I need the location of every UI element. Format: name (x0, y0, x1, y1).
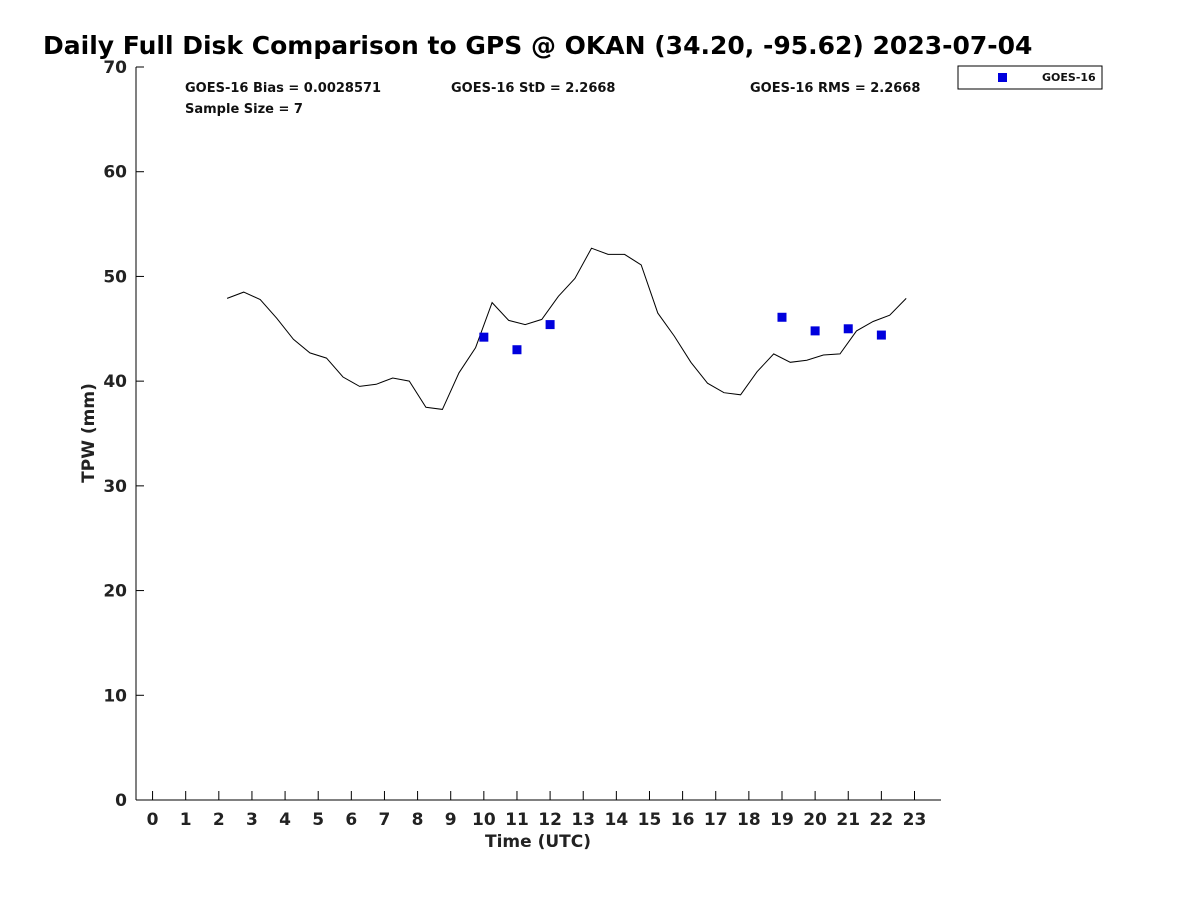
y-tick-label: 50 (103, 267, 127, 287)
goes16-point (777, 312, 787, 322)
goes16-point (479, 332, 489, 342)
legend-label-goes16: GOES-16 (1042, 71, 1096, 84)
x-tick-label: 1 (180, 810, 192, 830)
x-tick-label: 7 (379, 810, 391, 830)
goes16-point (545, 320, 555, 330)
y-tick-label: 60 (103, 163, 127, 183)
y-tick-label: 40 (103, 372, 127, 392)
x-tick-label: 22 (870, 810, 894, 830)
x-tick-label: 17 (704, 810, 728, 830)
goes16-point (843, 324, 853, 334)
y-tick-label: 10 (103, 686, 127, 706)
y-tick-label: 70 (103, 58, 127, 78)
x-tick-label: 12 (538, 810, 562, 830)
x-tick-label: 0 (147, 810, 159, 830)
x-tick-label: 3 (246, 810, 258, 830)
x-tick-label: 18 (737, 810, 761, 830)
stat-sample-size: Sample Size = 7 (185, 102, 303, 117)
legend-box (957, 65, 1103, 90)
line-layer (226, 247, 907, 410)
y-tick-label: 30 (103, 477, 127, 497)
x-tick-label: 21 (836, 810, 860, 830)
x-tick-label: 13 (571, 810, 595, 830)
x-tick-label: 15 (638, 810, 662, 830)
y-tick-label: 0 (115, 791, 127, 811)
x-tick-label: 5 (312, 810, 324, 830)
x-tick-label: 4 (279, 810, 291, 830)
x-tick-label: 20 (803, 810, 827, 830)
stat-rms: GOES-16 RMS = 2.2668 (750, 81, 920, 96)
marker-layer (479, 312, 886, 355)
legend: GOES-16 (957, 65, 1103, 90)
x-tick-label: 10 (472, 810, 496, 830)
y-tick-label: 20 (103, 582, 127, 602)
x-axis-label: Time (UTC) (485, 832, 591, 852)
goes16-point (876, 330, 886, 340)
x-tick-label: 8 (412, 810, 424, 830)
chart-title: Daily Full Disk Comparison to GPS @ OKAN… (43, 31, 1032, 60)
x-tick-label: 23 (903, 810, 927, 830)
stat-bias: GOES-16 Bias = 0.0028571 (185, 81, 381, 96)
goes16-point (512, 345, 522, 355)
x-tick-label: 9 (445, 810, 457, 830)
x-tick-label: 2 (213, 810, 225, 830)
axes-group (135, 67, 941, 801)
legend-marker-goes16 (998, 73, 1007, 82)
goes16-point (810, 326, 820, 336)
y-axis-label: TPW (mm) (79, 383, 99, 483)
x-tick-label: 11 (505, 810, 529, 830)
x-tick-label: 14 (605, 810, 629, 830)
x-tick-label: 6 (345, 810, 357, 830)
x-tick-label: 19 (770, 810, 794, 830)
x-tick-label: 16 (671, 810, 695, 830)
gps-tpw-line (226, 247, 907, 410)
stat-std: GOES-16 StD = 2.2668 (451, 81, 615, 96)
